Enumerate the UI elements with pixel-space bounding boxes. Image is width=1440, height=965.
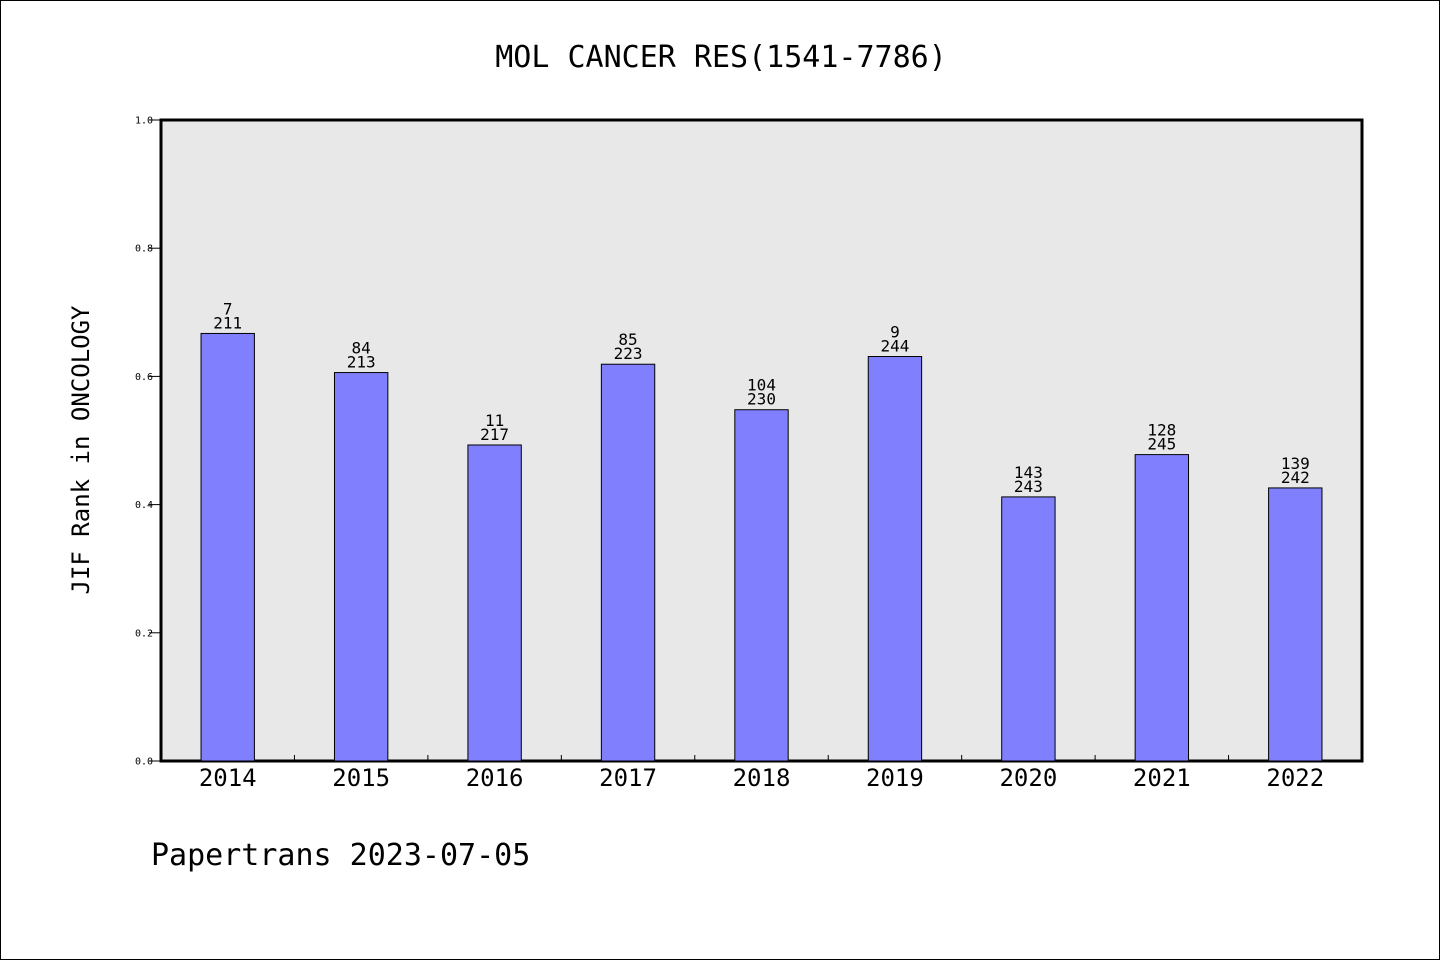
total-label: 230 <box>747 390 776 409</box>
x-tick-label: 2019 <box>866 764 924 792</box>
x-axis-ticks: 2014 2015 2016 2017 2018 2019 2020 2021 2022 <box>199 755 1324 792</box>
total-label: 245 <box>1147 435 1176 454</box>
y-tick-label: 1.0 <box>135 116 153 127</box>
bar <box>734 409 789 762</box>
rank-label: 104 <box>747 376 776 395</box>
total-label: 211 <box>213 313 242 332</box>
x-tick-label: 2014 <box>199 764 257 792</box>
bar <box>200 332 255 762</box>
rank-label: 128 <box>1147 421 1176 440</box>
total-label: 223 <box>614 344 643 363</box>
rank-label: 85 <box>618 330 637 349</box>
rank-label: 11 <box>485 411 504 430</box>
bar <box>1134 454 1190 762</box>
bar <box>600 363 656 762</box>
x-tick-label: 2022 <box>1266 764 1324 792</box>
rank-label: 139 <box>1281 454 1310 473</box>
y-tick-label: 0.4 <box>135 500 153 511</box>
y-tick-label: 0.0 <box>135 757 153 768</box>
y-tick-label: 0.8 <box>135 244 153 255</box>
footer-text: Papertrans 2023-07-05 <box>151 838 530 873</box>
y-tick-label: 0.6 <box>135 372 153 383</box>
total-label: 244 <box>880 337 909 356</box>
y-axis-ticks: 0.0 0.2 0.4 0.6 0.8 1.0 <box>135 116 161 768</box>
total-label: 217 <box>480 425 509 444</box>
total-label: 213 <box>347 353 376 372</box>
rank-label: 9 <box>890 323 900 342</box>
x-tick-label: 2021 <box>1133 764 1191 792</box>
rank-label: 7 <box>223 299 233 318</box>
x-tick-label: 2015 <box>332 764 390 792</box>
bar <box>333 372 389 762</box>
x-tick-label: 2017 <box>599 764 657 792</box>
rank-label: 84 <box>352 339 371 358</box>
y-axis-label: JIF Rank in ONCOLOGY <box>67 305 95 595</box>
chart-title: MOL CANCER RES(1541-7786) <box>495 40 947 75</box>
bar <box>1001 496 1056 762</box>
total-label: 243 <box>1014 477 1043 496</box>
total-label: 242 <box>1281 468 1310 487</box>
data-labels: 7211842131121785223104230924414324312824… <box>213 299 1309 495</box>
x-tick-label: 2020 <box>999 764 1057 792</box>
bar <box>467 444 522 762</box>
x-tick-label: 2016 <box>466 764 524 792</box>
bar <box>1268 487 1323 762</box>
bar <box>867 356 923 762</box>
bar-series <box>200 332 1323 762</box>
x-tick-label: 2018 <box>733 764 791 792</box>
rank-label: 143 <box>1014 463 1043 482</box>
y-tick-label: 0.2 <box>135 628 153 639</box>
